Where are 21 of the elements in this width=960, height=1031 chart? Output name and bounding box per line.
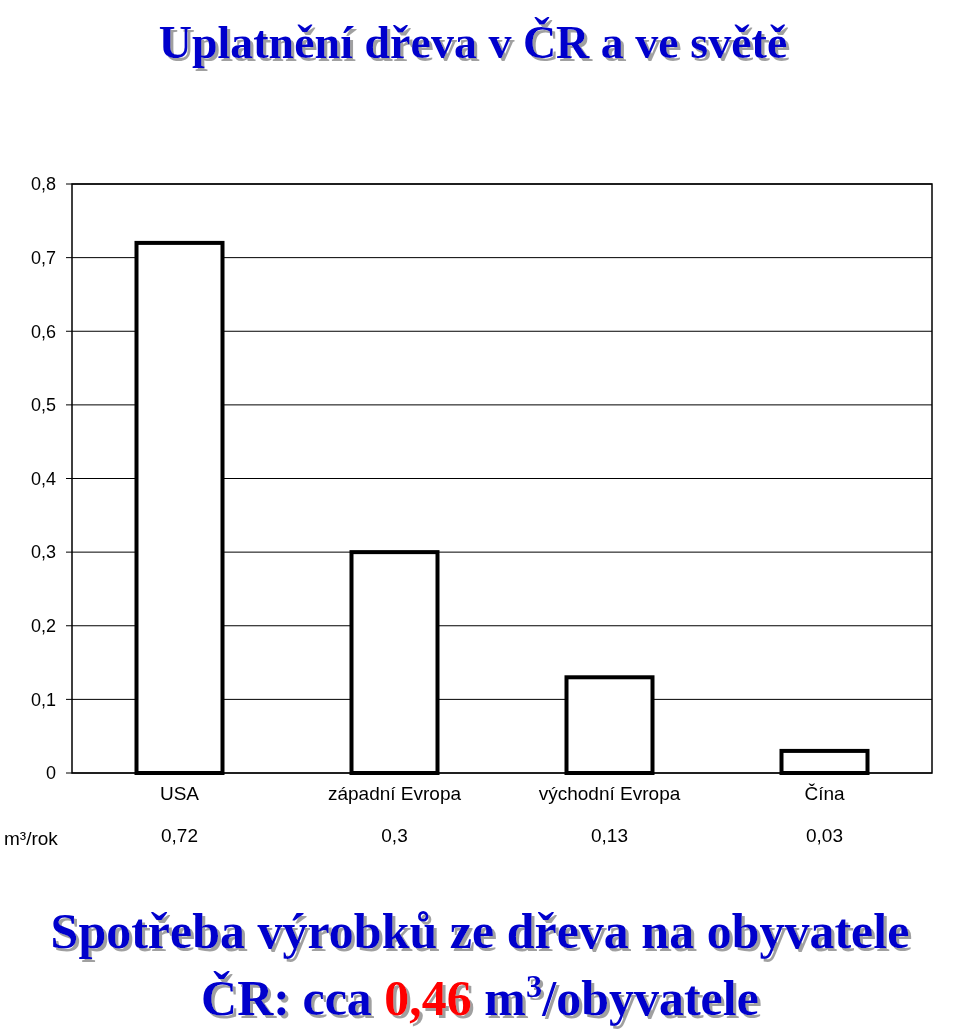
text: ČR: cca 0,46 m$^{3}$/obyvatele: [201, 968, 759, 1026]
text: Spotřeba výrobků ze dřeva na obyvatele: [50, 903, 910, 959]
data-label: 0,13: [591, 825, 628, 846]
y-tick-label: 0,5: [30, 395, 56, 416]
data-label: 0,03: [806, 825, 843, 846]
x-tick-label: východní Evropa: [538, 783, 681, 804]
x-tick-label: západní Evropa: [327, 783, 462, 804]
x-tick-label: USA: [159, 783, 200, 804]
chart-title: Uplatnění dřeva v ČR a ve světě: [158, 17, 788, 68]
text: m³/rok: [4, 828, 59, 849]
y-tick-label: 0,8: [30, 174, 56, 195]
y-tick-label: 0: [45, 763, 56, 784]
y-tick-label: 0,6: [30, 321, 56, 342]
x-tick-label: Čína: [804, 783, 845, 804]
y-tick-label: 0,1: [30, 689, 56, 710]
data-label: 0,3: [381, 825, 408, 846]
y-tick-label: 0,2: [30, 616, 56, 637]
y-tick-label: 0,7: [30, 247, 56, 268]
y-tick-label: 0,4: [30, 468, 56, 489]
data-label: 0,72: [161, 825, 198, 846]
y-tick-label: 0,3: [30, 542, 56, 563]
